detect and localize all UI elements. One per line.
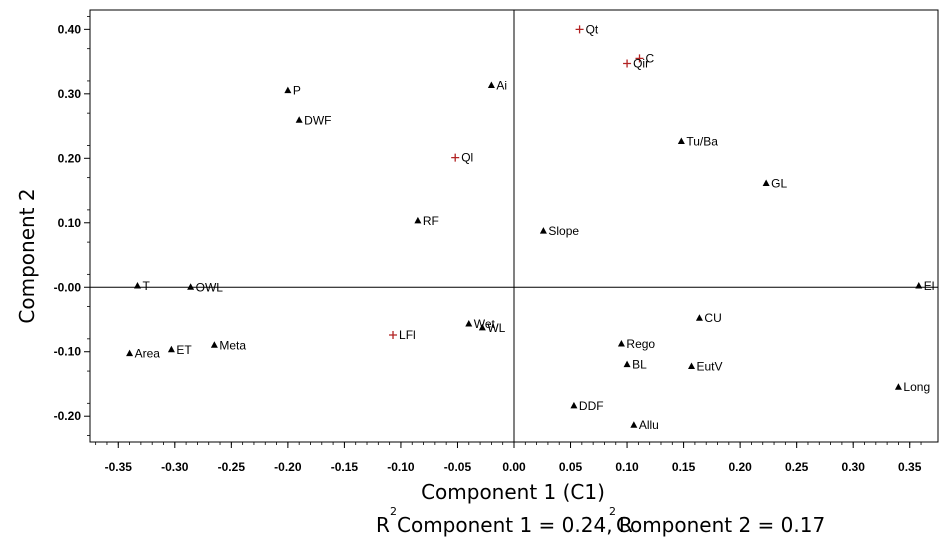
- x-tick-label: 0.00: [502, 460, 526, 474]
- y-tick-label: 0.40: [58, 22, 82, 36]
- caption: R 2 Component 1 = 0.24, R 2 Component 2 …: [376, 505, 825, 537]
- variable-point-marker: [133, 281, 141, 289]
- y-tick-label: 0.30: [58, 87, 82, 101]
- supplementary-point-marker: [575, 25, 584, 34]
- variable-point-label: P: [293, 84, 301, 98]
- variable-point-label: Slope: [548, 224, 579, 238]
- supplementary-point-marker: [389, 330, 398, 339]
- variable-point-label: Wet: [474, 317, 496, 331]
- caption-sup-2: 2: [609, 505, 616, 518]
- x-tick-label: -0.25: [218, 460, 246, 474]
- x-tick-label: -0.35: [105, 460, 133, 474]
- variable-point-label: Rego: [626, 337, 655, 351]
- variable-point-label: WL: [487, 321, 505, 335]
- variable-point-marker: [695, 314, 703, 321]
- variable-point-marker: [894, 383, 902, 390]
- caption-r-1: R: [376, 513, 390, 537]
- variable-point-label: T: [142, 279, 150, 293]
- variable-point-label: Allu: [639, 418, 659, 432]
- supplementary-point-marker: [451, 153, 460, 162]
- caption-part-1: Component 1 = 0.24, R: [397, 513, 633, 537]
- variable-point-label: Area: [135, 347, 161, 361]
- supplementary-point-label: Qt: [586, 22, 599, 36]
- y-tick-label: -0.00: [54, 280, 82, 294]
- variable-point-marker: [617, 339, 625, 347]
- supplementary-point-marker: [623, 59, 632, 68]
- x-axis-title: Component 1 (C1): [421, 480, 605, 504]
- variable-point-label: El: [924, 279, 935, 293]
- x-tick-label: -0.05: [444, 460, 472, 474]
- x-tick-label: 0.30: [842, 460, 866, 474]
- variable-point-label: Meta: [219, 338, 246, 352]
- x-tick-label: 0.15: [672, 460, 696, 474]
- caption-sup-1: 2: [390, 505, 397, 518]
- variable-point-label: Tu/Ba: [686, 135, 718, 149]
- variable-point-marker: [623, 360, 631, 368]
- y-tick-label: -0.10: [54, 345, 82, 359]
- y-tick-label: 0.20: [58, 151, 82, 165]
- variable-point-marker: [630, 421, 638, 428]
- variable-point-marker: [465, 320, 473, 327]
- caption-part-2: Component 2 = 0.17: [616, 513, 825, 537]
- supplementary-point-label: C: [646, 51, 655, 65]
- variable-point-marker: [284, 86, 292, 94]
- variable-point-label: BL: [632, 358, 647, 372]
- variable-point-label: Ai: [496, 78, 507, 92]
- variable-point-marker: [295, 116, 303, 123]
- variable-point-label: OWL: [196, 280, 224, 294]
- variable-point-marker: [915, 281, 923, 289]
- variable-point-label: DWF: [304, 113, 331, 127]
- x-tick-label: -0.15: [331, 460, 359, 474]
- x-tick-label: -0.10: [387, 460, 415, 474]
- supplementary-point-marker: [635, 54, 644, 63]
- supplementary-point-label: Qir: [633, 57, 649, 71]
- variable-point-marker: [478, 323, 486, 331]
- variable-point-label: Long: [903, 380, 930, 394]
- x-tick-label: -0.20: [274, 460, 302, 474]
- variable-point-marker: [762, 179, 770, 186]
- x-tick-label: -0.30: [161, 460, 189, 474]
- y-axis-title: Component 2: [15, 188, 39, 323]
- variable-point-marker: [539, 227, 547, 234]
- variable-point-label: RF: [423, 214, 439, 228]
- variable-point-marker: [414, 216, 422, 224]
- x-tick-label: 0.20: [728, 460, 752, 474]
- x-tick-label: 0.35: [898, 460, 922, 474]
- variable-point-marker: [688, 362, 696, 370]
- variable-point-marker: [677, 137, 685, 145]
- variable-point-marker: [167, 345, 175, 353]
- y-tick-label: 0.10: [58, 216, 82, 230]
- variable-point-label: ET: [176, 343, 192, 357]
- x-tick-label: 0.10: [615, 460, 639, 474]
- variable-point-marker: [187, 283, 195, 290]
- x-tick-label: 0.05: [559, 460, 583, 474]
- variable-point-label: GL: [771, 176, 787, 190]
- variable-point-label: EutV: [697, 360, 723, 374]
- variable-point-label: CU: [704, 311, 721, 325]
- variable-point-marker: [210, 341, 218, 348]
- variable-point-marker: [487, 81, 495, 88]
- variable-point-label: DDF: [579, 399, 604, 413]
- x-tick-label: 0.25: [785, 460, 809, 474]
- supplementary-point-label: Ql: [461, 151, 473, 165]
- y-tick-label: -0.20: [54, 409, 82, 423]
- variable-point-marker: [570, 401, 578, 409]
- supplementary-point-label: LFl: [399, 328, 416, 342]
- variable-point-marker: [126, 349, 134, 357]
